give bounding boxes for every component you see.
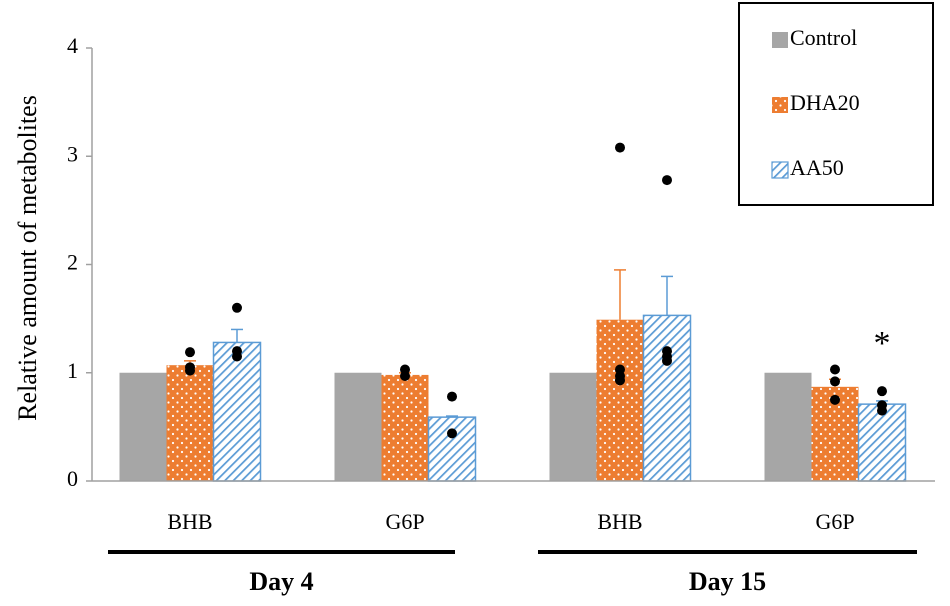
error-bar [446,415,458,418]
legend-swatch [772,32,788,48]
error-bar [661,275,673,316]
x-tick-label: BHB [167,509,212,534]
y-tick-label: 0 [67,466,78,491]
y-tick-label: 2 [67,250,78,275]
legend-label: Control [790,25,857,50]
error-bar [231,328,243,343]
bar [764,372,812,481]
data-point [615,375,625,386]
x-tick-label: G6P [385,509,424,534]
data-point [615,142,625,153]
bar [334,372,382,481]
data-point [185,347,195,358]
bar [212,341,262,482]
data-point [447,391,457,402]
data-point [232,302,242,313]
x-tick-label: G6P [815,509,854,534]
bar [857,403,907,482]
data-point [447,428,457,439]
bar [642,314,692,482]
legend-swatch [771,161,789,179]
data-point [662,355,672,366]
y-axis-label: Relative amount of metabolites [13,95,42,421]
data-point [185,365,195,376]
data-point [830,394,840,405]
bar [381,374,429,481]
data-point [232,351,242,362]
legend-swatch [772,97,788,113]
legend-label: DHA20 [790,90,860,115]
group-label: Day 4 [249,567,313,596]
data-point [830,364,840,375]
error-bar [614,269,626,320]
bar [166,365,214,481]
bar [596,319,644,481]
y-tick-label: 3 [67,141,78,166]
y-tick-label: 1 [67,358,78,383]
bar [427,416,477,482]
data-point [400,370,410,381]
group-label: Day 15 [689,567,766,596]
annotation: * [874,325,891,362]
data-point [662,175,672,186]
legend-label: AA50 [790,155,844,180]
legend-box [738,2,934,206]
bar [549,372,597,481]
x-tick-label: BHB [597,509,642,534]
y-tick-label: 4 [67,33,78,58]
data-point [830,376,840,387]
data-point [877,386,887,397]
data-point [877,405,887,416]
bar [119,372,167,481]
